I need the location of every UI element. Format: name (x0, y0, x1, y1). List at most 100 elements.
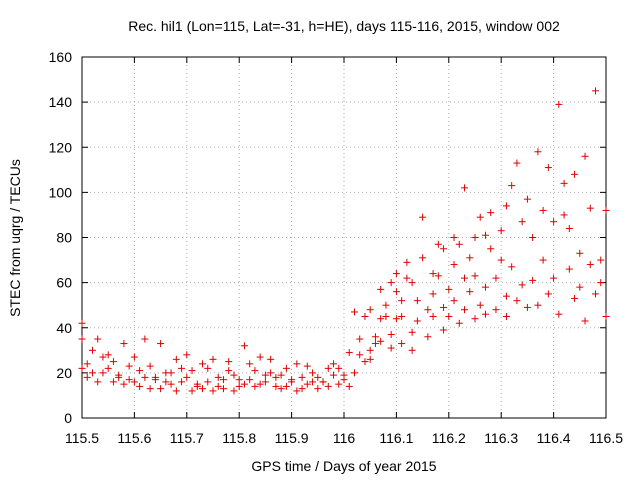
data-point (434, 240, 442, 248)
data-point (209, 387, 217, 395)
data-point (350, 308, 358, 316)
data-point (576, 283, 584, 291)
data-point (502, 312, 510, 320)
data-point (366, 306, 374, 314)
data-point (178, 364, 186, 372)
data-point (99, 353, 107, 361)
y-tick-label: 20 (56, 365, 72, 381)
data-point (157, 385, 165, 393)
data-point (267, 355, 275, 363)
data-point (288, 378, 296, 386)
data-point (408, 328, 416, 336)
data-point (109, 358, 117, 366)
data-point (314, 373, 322, 381)
data-point (335, 380, 343, 388)
data-point (335, 364, 343, 372)
data-point (366, 355, 374, 363)
data-point (471, 272, 479, 280)
data-point (461, 306, 469, 314)
data-point (345, 382, 353, 390)
data-point (440, 245, 448, 253)
data-point (429, 270, 437, 278)
data-point (178, 378, 186, 386)
data-point (256, 380, 264, 388)
data-point (481, 231, 489, 239)
data-point (440, 303, 448, 311)
data-point (78, 319, 86, 327)
data-point (539, 256, 547, 264)
data-point (356, 335, 364, 343)
data-point (115, 373, 123, 381)
data-point (261, 371, 269, 379)
y-tick-label: 0 (64, 410, 72, 426)
data-point (94, 335, 102, 343)
data-point (481, 283, 489, 291)
data-point (560, 179, 568, 187)
data-point (481, 310, 489, 318)
data-point (272, 382, 280, 390)
ticks-layer: 115.5 115.6 115.7 115.8 115.9 116 116.1 116.2 11… (49, 49, 624, 446)
data-point (340, 371, 348, 379)
data-point (246, 360, 254, 368)
data-point (277, 371, 285, 379)
x-tick-label: 115.7 (170, 430, 204, 446)
data-point (581, 317, 589, 325)
data-point (94, 378, 102, 386)
data-point (502, 292, 510, 300)
data-point (298, 385, 306, 393)
data-point (382, 301, 390, 309)
grid-layer (82, 57, 606, 418)
data-point (576, 249, 584, 257)
data-point (450, 297, 458, 305)
data-point (277, 385, 285, 393)
data-point (146, 385, 154, 393)
data-point (83, 360, 91, 368)
data-point (371, 340, 379, 348)
data-point (534, 301, 542, 309)
data-point (356, 351, 364, 359)
data-point (272, 373, 280, 381)
data-point (487, 245, 495, 253)
x-tick-label: 115.9 (275, 430, 309, 446)
data-point (471, 234, 479, 241)
y-tick-label: 140 (49, 94, 73, 110)
data-point (602, 206, 610, 214)
data-point (450, 234, 458, 241)
data-point (314, 385, 322, 393)
data-point (508, 263, 516, 271)
data-point (162, 378, 170, 386)
data-point (309, 378, 317, 386)
data-point (461, 274, 469, 282)
data-point (581, 152, 589, 160)
data-point (529, 234, 537, 241)
data-point (361, 358, 369, 366)
data-point (303, 362, 311, 370)
data-point (555, 310, 563, 318)
data-point (324, 382, 332, 390)
data-point (209, 355, 217, 363)
data-point (565, 224, 573, 232)
y-tick-label: 80 (56, 230, 72, 246)
data-point (183, 351, 191, 359)
data-point (78, 335, 86, 343)
data-point (230, 371, 238, 379)
data-point (413, 297, 421, 305)
data-point (434, 272, 442, 280)
data-point (476, 301, 484, 309)
data-point (199, 360, 207, 368)
data-point (597, 256, 605, 264)
data-point (109, 378, 117, 386)
data-point (492, 274, 500, 282)
data-point (293, 387, 301, 395)
x-tick-label: 115.8 (222, 430, 256, 446)
data-point (282, 382, 290, 390)
x-tick-label: 116.4 (537, 430, 571, 446)
data-point (377, 285, 385, 293)
data-point (392, 288, 400, 296)
data-point (246, 376, 254, 384)
y-tick-label: 160 (49, 49, 73, 65)
data-point (130, 353, 138, 361)
data-point (597, 279, 605, 287)
data-point (534, 148, 542, 156)
data-point (214, 382, 222, 390)
